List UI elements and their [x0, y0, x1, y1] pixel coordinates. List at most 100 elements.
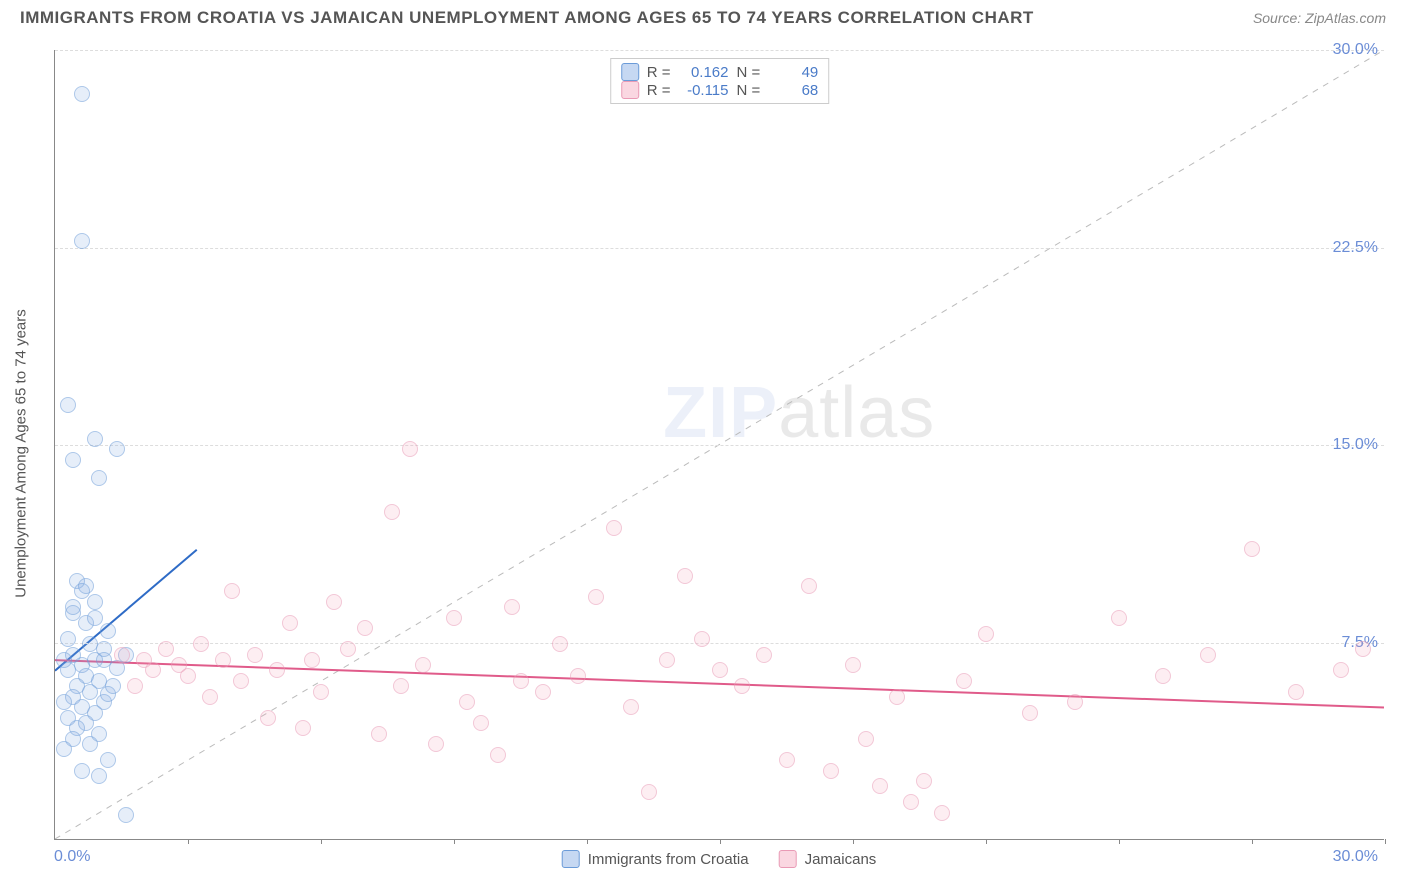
n-value: 68	[768, 82, 818, 99]
data-point	[384, 504, 400, 520]
data-point	[1355, 641, 1371, 657]
x-minor-tick	[321, 839, 322, 844]
data-point	[1155, 668, 1171, 684]
y-tick-label: 22.5%	[1333, 239, 1378, 257]
data-point	[504, 599, 520, 615]
data-point	[1288, 684, 1304, 700]
data-point	[193, 636, 209, 652]
x-minor-tick	[587, 839, 588, 844]
data-point	[65, 599, 81, 615]
data-point	[260, 710, 276, 726]
data-point	[215, 652, 231, 668]
data-point	[269, 662, 285, 678]
data-point	[65, 452, 81, 468]
data-point	[570, 668, 586, 684]
data-point	[60, 631, 76, 647]
chart-title: IMMIGRANTS FROM CROATIA VS JAMAICAN UNEM…	[20, 8, 1034, 28]
x-tick-max: 30.0%	[1333, 848, 1378, 866]
data-point	[60, 397, 76, 413]
data-point	[756, 647, 772, 663]
data-point	[694, 631, 710, 647]
legend-label: Jamaicans	[805, 851, 877, 868]
data-point	[340, 641, 356, 657]
x-tick-min: 0.0%	[54, 848, 90, 866]
data-point	[823, 763, 839, 779]
chart-area: Unemployment Among Ages 65 to 74 years Z…	[54, 50, 1384, 840]
data-point	[1067, 694, 1083, 710]
data-point	[127, 678, 143, 694]
r-label: R =	[647, 82, 671, 99]
data-point	[415, 657, 431, 673]
data-point	[1111, 610, 1127, 626]
data-point	[588, 589, 604, 605]
data-point	[87, 610, 103, 626]
data-point	[56, 652, 72, 668]
data-point	[202, 689, 218, 705]
data-point	[393, 678, 409, 694]
data-point	[1200, 647, 1216, 663]
x-minor-tick	[188, 839, 189, 844]
data-point	[74, 86, 90, 102]
data-point	[402, 441, 418, 457]
data-point	[659, 652, 675, 668]
legend-stat-row: R = 0.162 N = 49	[621, 63, 819, 81]
data-point	[872, 778, 888, 794]
data-point	[82, 736, 98, 752]
data-point	[916, 773, 932, 789]
data-point	[623, 699, 639, 715]
data-point	[114, 647, 130, 663]
data-point	[734, 678, 750, 694]
data-point	[74, 233, 90, 249]
n-value: 49	[768, 64, 818, 81]
legend-swatch	[621, 81, 639, 99]
n-label: N =	[737, 82, 761, 99]
legend-label: Immigrants from Croatia	[588, 851, 749, 868]
data-point	[313, 684, 329, 700]
data-point	[87, 431, 103, 447]
data-point	[903, 794, 919, 810]
data-point	[326, 594, 342, 610]
data-point	[247, 647, 263, 663]
data-point	[56, 694, 72, 710]
y-tick-label: 30.0%	[1333, 41, 1378, 59]
data-point	[109, 441, 125, 457]
x-minor-tick	[720, 839, 721, 844]
x-minor-tick	[1252, 839, 1253, 844]
watermark: ZIPatlas	[663, 372, 935, 454]
y-axis-label: Unemployment Among Ages 65 to 74 years	[13, 309, 30, 598]
r-label: R =	[647, 64, 671, 81]
data-point	[801, 578, 817, 594]
data-point	[233, 673, 249, 689]
x-minor-tick	[853, 839, 854, 844]
legend-item: Immigrants from Croatia	[562, 850, 749, 868]
data-point	[473, 715, 489, 731]
data-point	[1244, 541, 1260, 557]
data-point	[100, 752, 116, 768]
data-point	[641, 784, 657, 800]
data-point	[91, 470, 107, 486]
legend-series: Immigrants from Croatia Jamaicans	[562, 850, 877, 868]
data-point	[446, 610, 462, 626]
source-label: Source: ZipAtlas.com	[1253, 10, 1386, 26]
data-point	[105, 678, 121, 694]
data-point	[56, 741, 72, 757]
data-point	[282, 615, 298, 631]
legend-stats: R = 0.162 N = 49 R = -0.115 N = 68	[610, 58, 830, 104]
data-point	[87, 594, 103, 610]
data-point	[858, 731, 874, 747]
gridline	[55, 50, 1384, 51]
gridline	[55, 445, 1384, 446]
data-point	[371, 726, 387, 742]
data-point	[357, 620, 373, 636]
y-tick-label: 15.0%	[1333, 436, 1378, 454]
data-point	[978, 626, 994, 642]
data-point	[1333, 662, 1349, 678]
data-point	[889, 689, 905, 705]
data-point	[96, 652, 112, 668]
data-point	[934, 805, 950, 821]
data-point	[100, 623, 116, 639]
data-point	[91, 768, 107, 784]
data-point	[845, 657, 861, 673]
gridline	[55, 643, 1384, 644]
data-point	[224, 583, 240, 599]
